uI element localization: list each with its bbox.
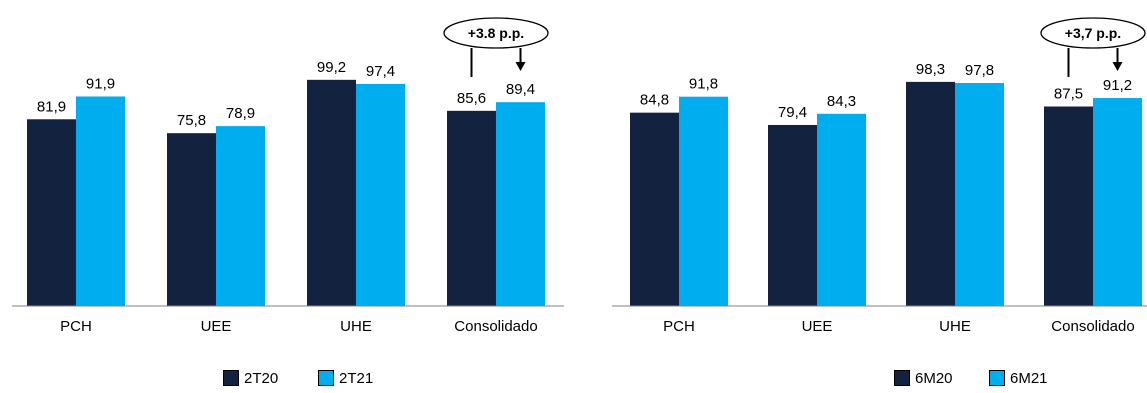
bar-6M20-PCH xyxy=(630,112,679,306)
bar-2T20-Consolidado xyxy=(447,110,496,306)
data-label-6M21-PCH: 91,8 xyxy=(689,76,718,93)
bar-2T21-UHE xyxy=(356,83,405,306)
data-label-6M20-PCH: 84,8 xyxy=(640,92,669,109)
data-label-6M20-Consolidado: 87,5 xyxy=(1054,86,1083,103)
category-label-UHE: UHE xyxy=(340,318,372,335)
bar-2T21-UEE xyxy=(216,126,265,306)
bar-2T20-UEE xyxy=(167,133,216,306)
bar-2T20-UHE xyxy=(307,79,356,306)
legend-swatch-6M21 xyxy=(989,370,1005,386)
annotation-arrow-down-icon xyxy=(515,62,526,71)
legend-label-6M20: 6M20 xyxy=(915,370,953,387)
data-label-2T20-UEE: 75,8 xyxy=(177,112,206,129)
data-label-6M21-UEE: 84,3 xyxy=(827,93,856,110)
bar-6M20-Consolidado xyxy=(1044,106,1093,306)
legend-swatch-2T21 xyxy=(318,370,334,386)
data-label-2T20-UHE: 99,2 xyxy=(317,59,346,76)
bar-6M21-Consolidado xyxy=(1093,98,1142,307)
data-label-6M21-Consolidado: 91,2 xyxy=(1103,77,1132,94)
data-label-6M20-UEE: 79,4 xyxy=(778,104,807,121)
annotation-text: +3.8 p.p. xyxy=(468,25,524,41)
category-label-PCH: PCH xyxy=(60,318,92,335)
legend-label-2T21: 2T21 xyxy=(339,370,373,387)
data-label-2T21-UHE: 97,4 xyxy=(366,63,395,80)
category-label-UEE: UEE xyxy=(201,318,232,335)
bar-2T20-PCH xyxy=(27,119,76,306)
bar-6M21-UEE xyxy=(817,113,866,307)
data-label-2T21-Consolidado: 89,4 xyxy=(506,81,535,98)
data-label-2T20-PCH: 81,9 xyxy=(37,98,66,115)
data-label-2T20-Consolidado: 85,6 xyxy=(457,90,486,107)
data-label-2T21-PCH: 91,9 xyxy=(86,75,115,92)
bar-2T21-PCH xyxy=(76,96,125,306)
bar-6M21-PCH xyxy=(679,96,728,306)
legend-label-2T20: 2T20 xyxy=(244,370,278,387)
category-label-UEE: UEE xyxy=(802,318,833,335)
category-label-UHE: UHE xyxy=(939,318,971,335)
legend-swatch-6M20 xyxy=(894,370,910,386)
chart-panel-2: 84,8 91,8 PCH 79,4 84,3 UEE 98,3 97,8 UHE 87,5 91,… xyxy=(612,17,1147,387)
bar-6M20-UEE xyxy=(768,124,817,306)
data-label-6M21-UHE: 97,8 xyxy=(965,62,994,79)
legend-label-6M21: 6M21 xyxy=(1010,370,1048,387)
category-label-Consolidado: Consolidado xyxy=(1051,318,1134,335)
annotation-text: +3,7 p.p. xyxy=(1065,25,1121,41)
data-label-6M20-UHE: 98,3 xyxy=(916,61,945,78)
category-label-PCH: PCH xyxy=(663,318,695,335)
annotation-arrow-down-icon xyxy=(1112,62,1123,71)
annotation-bubble xyxy=(1040,17,1146,49)
bar-6M20-UHE xyxy=(906,81,955,306)
data-label-2T21-UEE: 78,9 xyxy=(226,105,255,122)
legend-swatch-2T20 xyxy=(223,370,239,386)
chart-panel-1: 81,9 91,9 PCH 75,8 78,9 UEE 99,2 97,4 UHE 85,6 89,… xyxy=(12,17,564,387)
annotation-bubble xyxy=(443,17,549,49)
bar-6M21-UHE xyxy=(955,83,1004,307)
category-label-Consolidado: Consolidado xyxy=(454,318,537,335)
bar-2T21-Consolidado xyxy=(496,102,545,306)
